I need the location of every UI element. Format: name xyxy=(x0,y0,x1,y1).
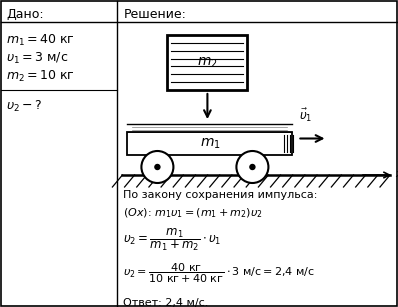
Text: Решение:: Решение: xyxy=(123,7,186,21)
Text: $\upsilon_1 = 3$ м/с: $\upsilon_1 = 3$ м/с xyxy=(6,50,68,66)
Text: Ответ: 2,4 м/с.: Ответ: 2,4 м/с. xyxy=(123,298,209,307)
Bar xyxy=(127,132,293,155)
Text: $\upsilon_2 - ?$: $\upsilon_2 - ?$ xyxy=(6,99,42,114)
Text: $x$: $x$ xyxy=(395,169,398,179)
Circle shape xyxy=(155,165,160,169)
Text: По закону сохранения импульса:: По закону сохранения импульса: xyxy=(123,190,318,200)
Text: $\upsilon_2 = \dfrac{m_1}{m_1 + m_2} \cdot \upsilon_1$: $\upsilon_2 = \dfrac{m_1}{m_1 + m_2} \cd… xyxy=(123,226,222,253)
Text: $m_2 = 10$ кг: $m_2 = 10$ кг xyxy=(6,68,75,84)
Text: $(Ox)$: $m_1\upsilon_1 = (m_1 + m_2)\upsilon_2$: $(Ox)$: $m_1\upsilon_1 = (m_1 + m_2)\ups… xyxy=(123,206,263,220)
Text: $m_1$: $m_1$ xyxy=(199,136,220,151)
Text: Дано:: Дано: xyxy=(6,7,44,21)
Bar xyxy=(168,35,248,90)
Circle shape xyxy=(141,151,174,183)
Circle shape xyxy=(236,151,268,183)
Circle shape xyxy=(250,165,255,169)
Text: $m_1 = 40$ кг: $m_1 = 40$ кг xyxy=(6,33,75,48)
Text: $\vec{\upsilon}_1$: $\vec{\upsilon}_1$ xyxy=(299,107,313,125)
Text: $m_2$: $m_2$ xyxy=(197,55,218,70)
Text: $\upsilon_2 = \dfrac{40 \text{ кг}}{10 \text{ кг} + 40 \text{ кг}} \cdot 3 \text: $\upsilon_2 = \dfrac{40 \text{ кг}}{10 \… xyxy=(123,262,316,286)
